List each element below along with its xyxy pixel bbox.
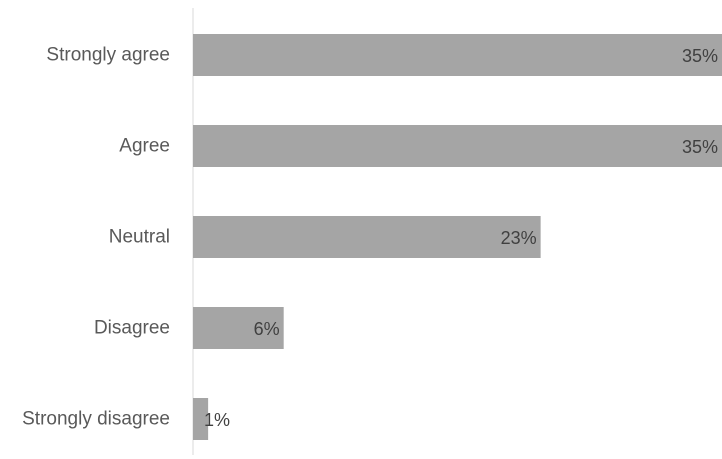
- data-label: 35%: [682, 137, 718, 157]
- category-labels-group: Strongly agree Agree Neutral Disagree Strong…: [22, 45, 170, 430]
- category-label: Strongly disagree: [22, 409, 170, 430]
- data-label: 35%: [682, 46, 718, 66]
- data-label: 6%: [254, 319, 280, 339]
- data-label: 23%: [501, 228, 537, 248]
- bar: [193, 34, 722, 76]
- bars-group: [193, 34, 722, 440]
- category-label: Agree: [119, 136, 170, 157]
- bar: [193, 307, 284, 349]
- category-label: Disagree: [94, 318, 170, 339]
- data-label: 1%: [204, 410, 230, 430]
- category-label: Strongly agree: [46, 45, 170, 66]
- bar: [193, 216, 541, 258]
- data-labels-group: 35% 35% 23% 6% 1%: [204, 46, 718, 430]
- bar: [193, 398, 209, 440]
- bar: [193, 125, 722, 167]
- category-label: Neutral: [109, 227, 170, 248]
